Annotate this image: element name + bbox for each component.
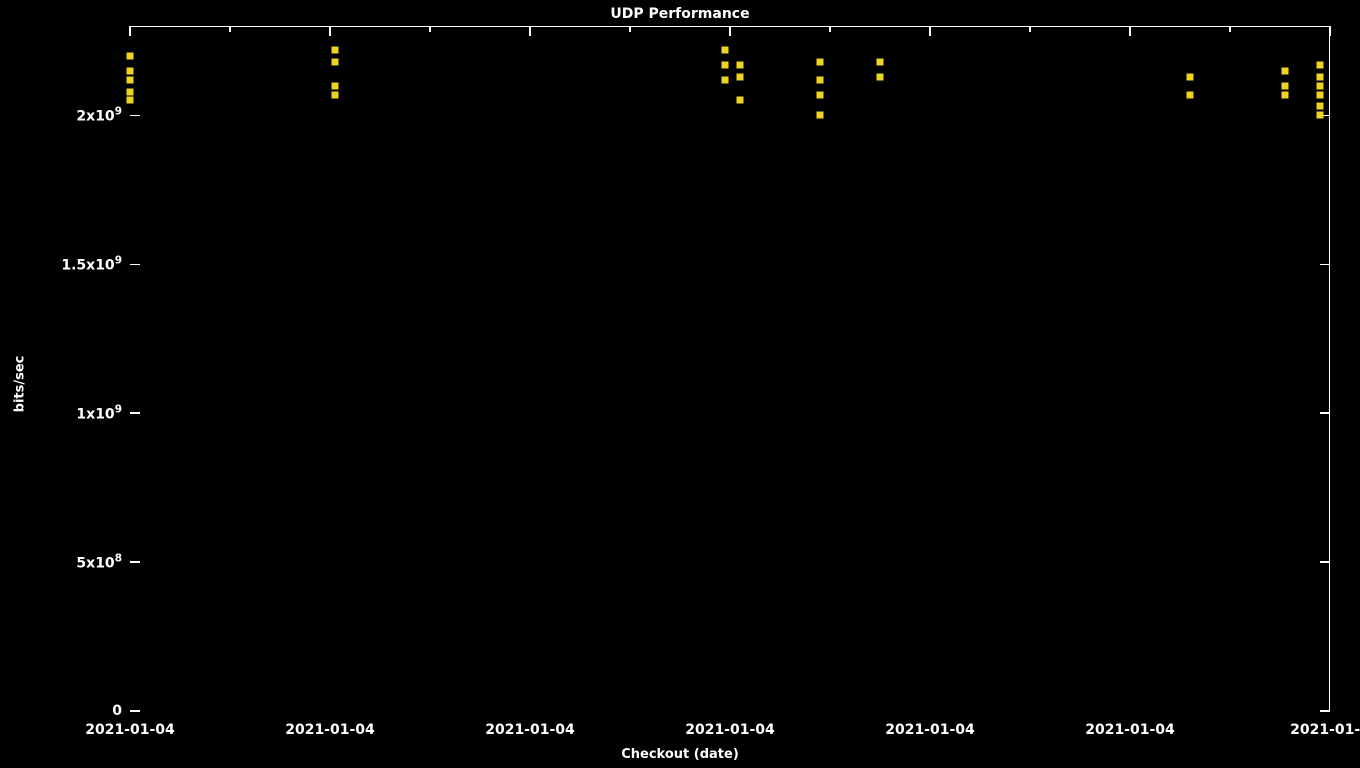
chart-container: UDP Performance bits/sec Checkout (date)… — [0, 0, 1360, 768]
data-point — [127, 67, 134, 74]
data-point — [877, 58, 884, 65]
y-axis-label: bits/sec — [13, 356, 28, 413]
x-tick — [329, 26, 331, 36]
x-minor-tick — [229, 26, 231, 32]
x-tick — [929, 26, 931, 36]
x-axis-label: Checkout (date) — [621, 747, 739, 762]
data-point — [722, 61, 729, 68]
y-tick-label: 1x109 — [76, 404, 122, 423]
data-point — [737, 73, 744, 80]
x-tick-label: 2021-01-0 — [1290, 722, 1360, 738]
plot-area — [130, 26, 1330, 711]
data-point — [1317, 91, 1324, 98]
x-tick — [129, 26, 131, 36]
data-point — [1187, 91, 1194, 98]
y-tick — [130, 561, 140, 563]
y-tick — [1320, 561, 1330, 563]
data-point — [127, 52, 134, 59]
data-point — [332, 58, 339, 65]
data-point — [332, 91, 339, 98]
y-tick-label: 2x109 — [76, 106, 122, 125]
data-point — [127, 76, 134, 83]
x-tick-label: 2021-01-04 — [685, 722, 775, 738]
chart-title: UDP Performance — [610, 6, 749, 22]
data-point — [332, 82, 339, 89]
x-tick — [1329, 26, 1331, 36]
y-tick-label: 1.5x109 — [61, 255, 122, 274]
x-tick — [1129, 26, 1131, 36]
data-point — [1282, 67, 1289, 74]
data-point — [737, 61, 744, 68]
data-point — [877, 73, 884, 80]
data-point — [1317, 82, 1324, 89]
data-point — [127, 97, 134, 104]
x-minor-tick — [1229, 26, 1231, 32]
data-point — [722, 76, 729, 83]
y-tick — [1320, 264, 1330, 266]
x-tick-label: 2021-01-04 — [485, 722, 575, 738]
x-minor-tick — [629, 26, 631, 32]
x-minor-tick — [829, 26, 831, 32]
data-point — [817, 112, 824, 119]
data-point — [1317, 73, 1324, 80]
data-point — [737, 97, 744, 104]
data-point — [722, 46, 729, 53]
data-point — [1317, 103, 1324, 110]
y-tick — [130, 115, 140, 117]
data-point — [1317, 112, 1324, 119]
data-point — [817, 76, 824, 83]
data-point — [1187, 73, 1194, 80]
x-minor-tick — [429, 26, 431, 32]
y-tick — [130, 412, 140, 414]
y-tick-label: 0 — [112, 703, 122, 719]
data-point — [1282, 91, 1289, 98]
data-point — [1317, 61, 1324, 68]
y-tick — [1320, 710, 1330, 712]
x-minor-tick — [1029, 26, 1031, 32]
y-tick — [130, 264, 140, 266]
x-tick-label: 2021-01-04 — [85, 722, 175, 738]
data-point — [127, 88, 134, 95]
y-tick-label: 5x108 — [76, 553, 122, 572]
x-tick — [729, 26, 731, 36]
data-point — [1282, 82, 1289, 89]
x-tick — [529, 26, 531, 36]
x-tick-label: 2021-01-04 — [285, 722, 375, 738]
x-tick-label: 2021-01-04 — [885, 722, 975, 738]
x-tick-label: 2021-01-04 — [1085, 722, 1175, 738]
data-point — [332, 46, 339, 53]
y-tick — [130, 710, 140, 712]
data-point — [817, 91, 824, 98]
data-point — [817, 58, 824, 65]
y-tick — [1320, 412, 1330, 414]
